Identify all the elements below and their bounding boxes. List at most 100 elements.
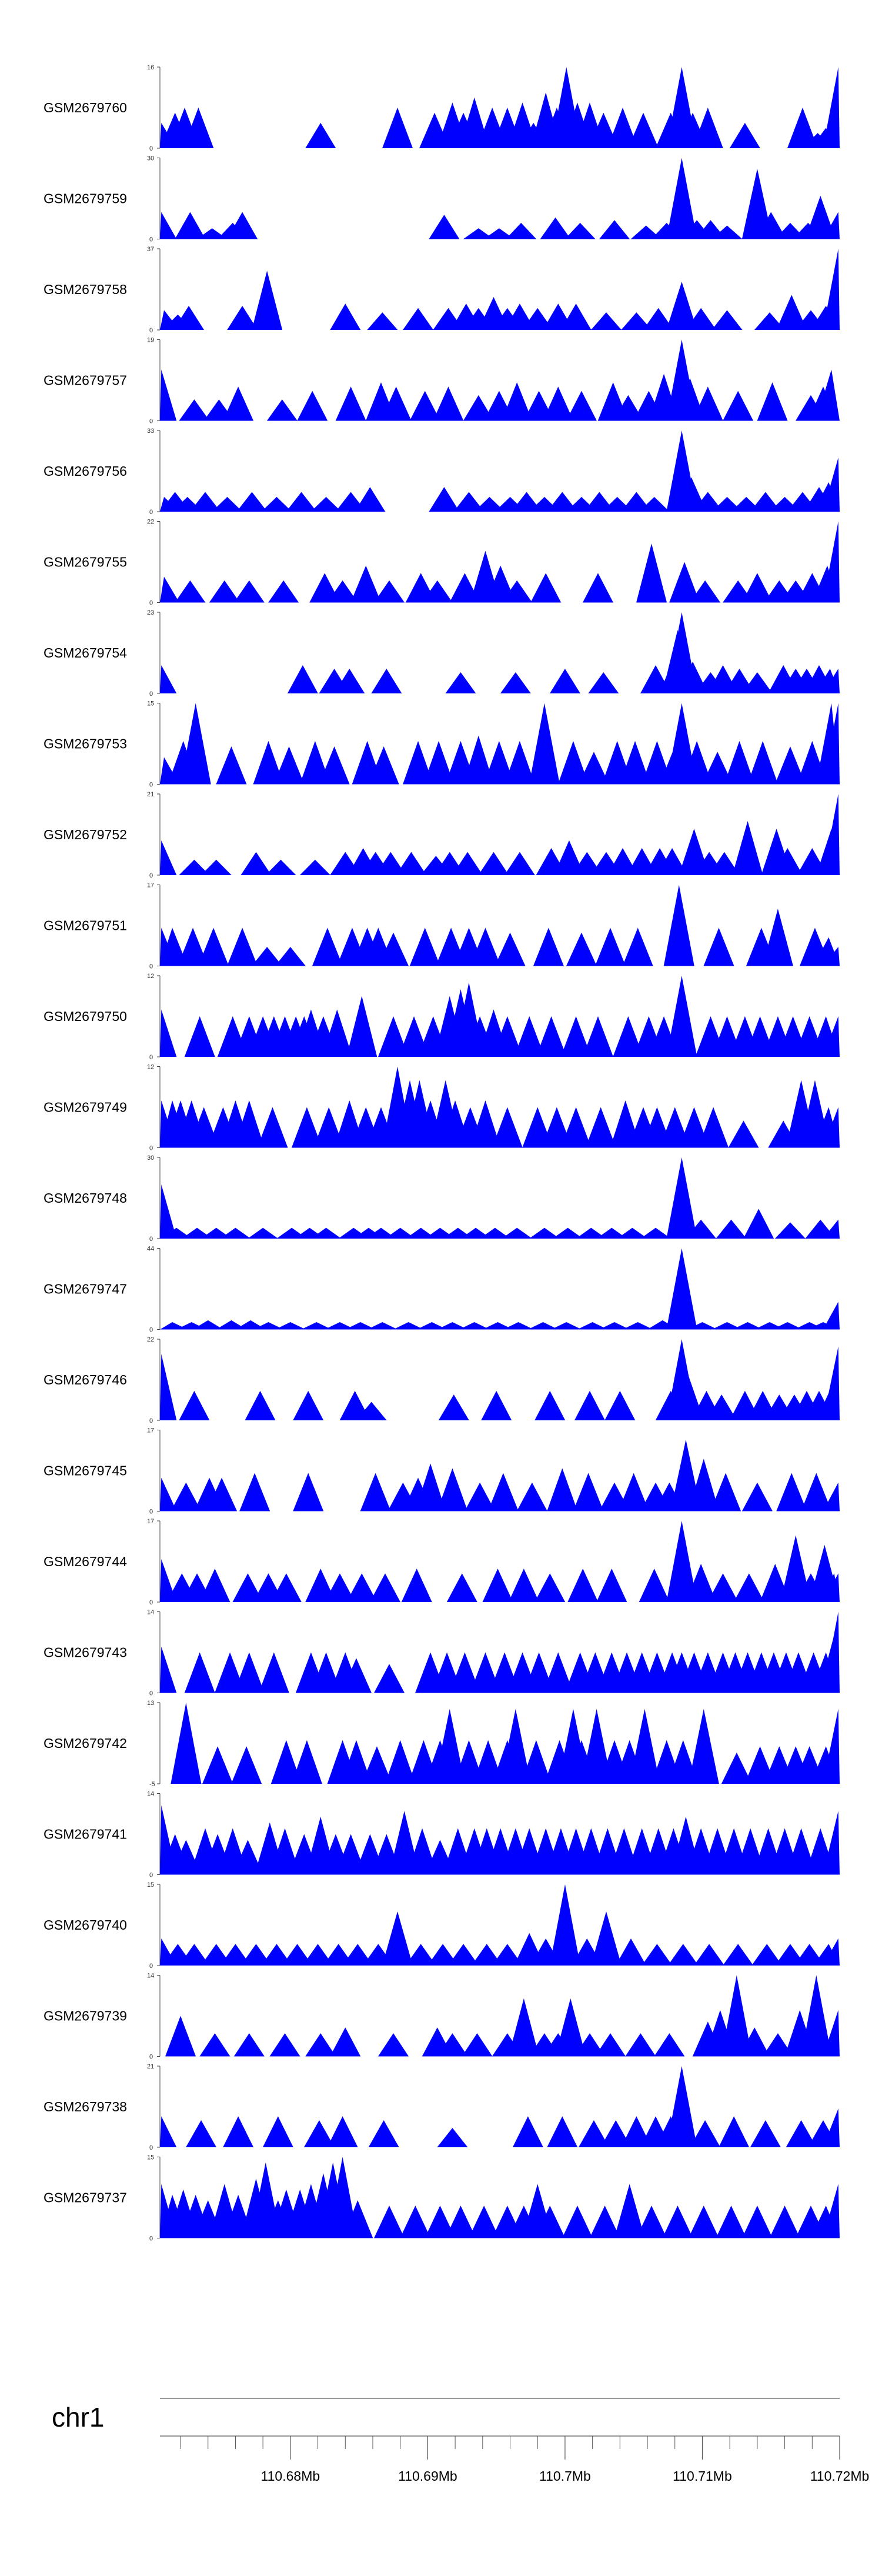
coverage-peak [522, 308, 553, 330]
coverage-peak [382, 1911, 413, 1966]
coverage-peak [201, 859, 232, 875]
coverage-peak [823, 458, 840, 512]
coverage-peak [823, 703, 840, 785]
track-ymin-label: 0 [149, 963, 153, 970]
coverage-peak [823, 1107, 840, 1148]
coverage-peak [463, 228, 494, 239]
coverage-peak [223, 386, 254, 421]
coverage-peak [666, 1157, 697, 1239]
coverage-peak [360, 1473, 391, 1511]
coverage-peak [823, 212, 840, 239]
coverage-peak [223, 2116, 254, 2147]
coverage-peak [508, 1998, 539, 2057]
coverage-peak [596, 1227, 627, 1239]
coverage-peak [541, 1107, 572, 1148]
coverage-peak [823, 1219, 840, 1239]
track-GSM2679752: GSM2679752 21 0 [44, 791, 840, 879]
coverage-peak [750, 2120, 781, 2147]
track-ymax-label: 14 [147, 1791, 154, 1798]
track-ymin-label: 0 [149, 1417, 153, 1424]
coverage-peak [502, 382, 533, 421]
track-ymax-label: 21 [147, 2063, 154, 2070]
coverage-peak [301, 1322, 332, 1330]
coverage-peak [520, 1740, 552, 1784]
coverage-peak [463, 735, 494, 785]
coverage-peak [265, 859, 296, 875]
coverage-peak [823, 2010, 840, 2057]
coverage-peak [663, 885, 694, 966]
coverage-peak [367, 1322, 398, 1330]
coverage-peak [310, 1227, 342, 1239]
coverage-peak [305, 1569, 336, 1602]
coverage-peak [262, 2116, 293, 2147]
coverage-peak [257, 1107, 288, 1148]
track-label: GSM2679752 [44, 827, 127, 842]
coverage-peak [275, 947, 306, 966]
coverage-peak [445, 672, 476, 693]
track-ymax-label: 30 [147, 155, 154, 162]
coverage-peak [481, 1390, 512, 1420]
track-ymax-label: 15 [147, 2154, 154, 2161]
coverage-peak [774, 1222, 806, 1239]
coverage-peak [453, 492, 485, 512]
coverage-peak [206, 1477, 238, 1511]
track-ymin-label: 0 [149, 600, 153, 607]
coverage-peak [706, 1394, 737, 1420]
coverage-peak [233, 1100, 265, 1148]
track-GSM2679760: GSM2679760 16 0 [44, 64, 840, 152]
coverage-peak [673, 1376, 704, 1420]
coverage-peak [776, 1473, 807, 1511]
coverage-peak [434, 1709, 465, 1784]
coverage-peak [310, 1652, 342, 1693]
coverage-peak [160, 1646, 177, 1693]
coverage-peak [227, 927, 258, 966]
track-GSM2679750: GSM2679750 12 0 [44, 973, 840, 1061]
coverage-peak [492, 1107, 523, 1148]
coverage-peak [409, 391, 440, 421]
coverage-peak [823, 249, 840, 330]
coverage-peak [233, 580, 265, 603]
track-GSM2679744: GSM2679744 17 0 [44, 1518, 840, 1606]
coverage-peak [688, 2205, 719, 2238]
coverage-peak [681, 740, 713, 785]
track-ymax-label: 14 [147, 1973, 154, 1980]
track-ymin-label: 0 [149, 1145, 153, 1152]
track-label: GSM2679751 [44, 918, 127, 933]
coverage-peak [495, 932, 526, 966]
coverage-peak [616, 1938, 647, 1966]
coverage-peak [724, 740, 755, 785]
track-GSM2679738: GSM2679738 21 0 [44, 2063, 840, 2151]
coverage-peak [667, 1944, 699, 1966]
coverage-tracks: GSM2679760160GSM2679759300GSM2679758370G… [44, 64, 840, 2243]
coverage-peak [686, 308, 717, 330]
coverage-peak [594, 927, 626, 966]
coverage-peak [823, 1709, 840, 1784]
track-ymax-label: 14 [147, 1609, 154, 1616]
coverage-peak [582, 1016, 613, 1057]
coverage-peak [628, 112, 659, 148]
coverage-peak [547, 1468, 578, 1511]
coverage-peak [508, 1569, 539, 1602]
coverage-peak [312, 927, 343, 966]
coverage-peak [261, 496, 292, 512]
coverage-peak [378, 2033, 409, 2057]
track-ymin-label: 0 [149, 690, 153, 698]
coverage-peak [183, 108, 214, 148]
coverage-peak [723, 1944, 754, 1966]
coverage-peak [613, 395, 644, 421]
coverage-peak [527, 1322, 559, 1330]
coverage-peak [385, 1740, 416, 1784]
coverage-peak [184, 1016, 215, 1057]
coverage-peak [698, 1107, 729, 1148]
coverage-peak [690, 2120, 721, 2147]
coverage-peak [774, 1944, 806, 1966]
track-ymax-label: 23 [147, 609, 154, 616]
track-GSM2679758: GSM2679758 37 0 [44, 246, 840, 334]
coverage-peak [573, 1473, 604, 1511]
track-GSM2679740: GSM2679740 15 0 [44, 1881, 840, 1970]
coverage-peak [666, 158, 697, 239]
major-tick-label: 110.72Mb [810, 2468, 870, 2484]
coverage-peak [324, 1573, 355, 1602]
coverage-peak [236, 492, 268, 512]
